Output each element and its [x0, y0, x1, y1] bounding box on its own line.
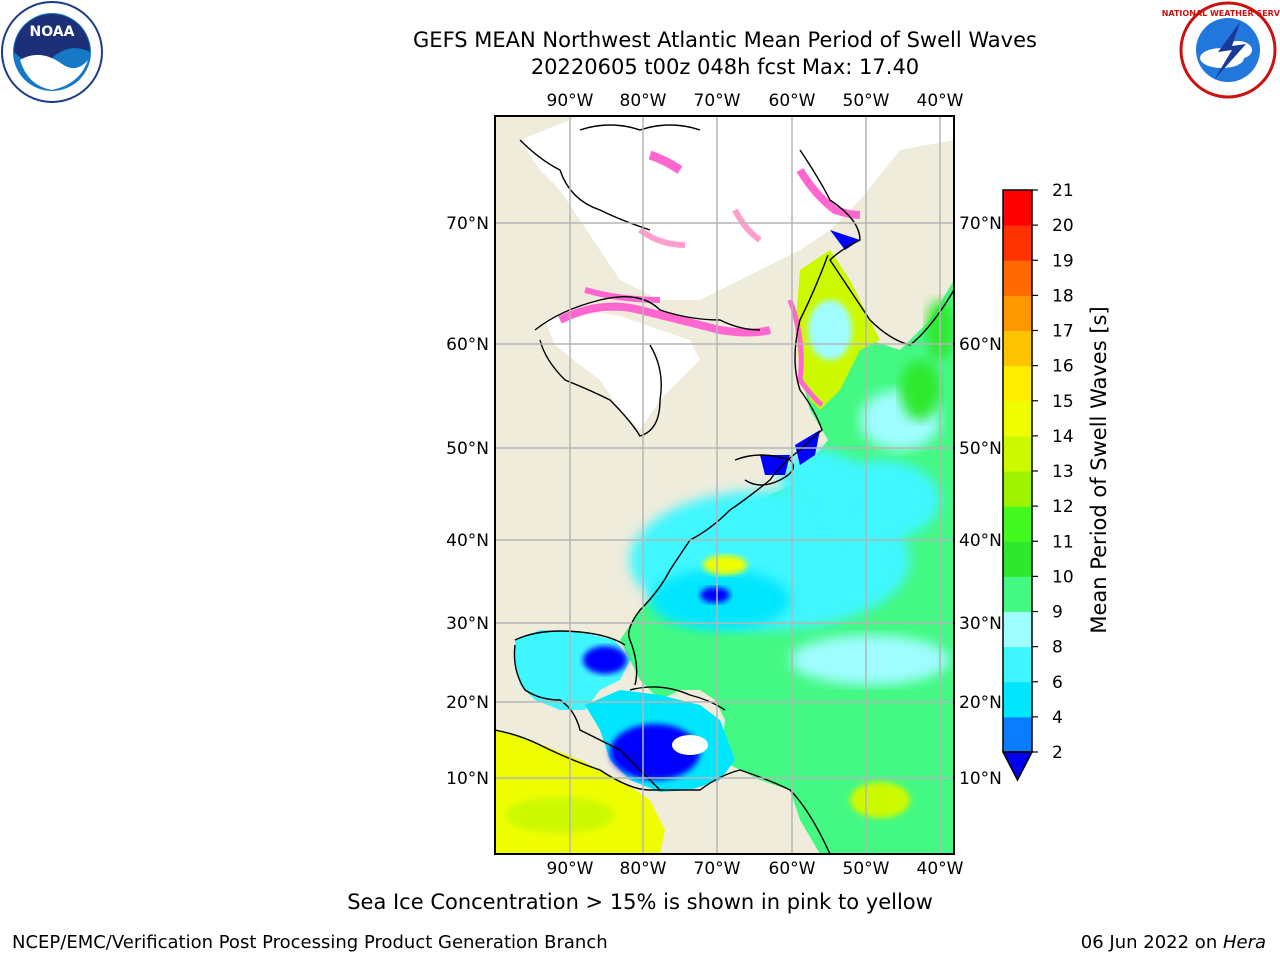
lat-label-left: 10°N	[446, 769, 489, 789]
colorbar-segment	[1003, 506, 1032, 542]
map-frame	[494, 115, 955, 855]
colorbar-tick-label: 9	[1052, 603, 1063, 623]
colorbar: 2 4 6 8 9 10 11 12 13 14 15 16 17 18 19 20 21 Mean Perio…	[1001, 181, 1111, 782]
credit-line: NCEP/EMC/Verification Post Processing Pr…	[12, 932, 608, 953]
colorbar-tick-label: 15	[1052, 392, 1074, 412]
lat-label-right: 20°N	[959, 693, 1002, 713]
colorbar-segment	[1003, 295, 1032, 331]
colorbar-segment	[1003, 260, 1032, 296]
top-lon-labels: 90°W 80°W 70°W 60°W 50°W 40°W	[547, 91, 964, 111]
lat-label-left: 20°N	[446, 693, 489, 713]
nws-logo: NATIONAL WEATHER SERVICE	[1162, 1, 1280, 99]
lat-label-left: 40°N	[446, 531, 489, 551]
colorbar-segment	[1003, 400, 1032, 437]
noaa-logo-text: NOAA	[30, 24, 75, 40]
lon-label-bottom: 80°W	[620, 859, 667, 879]
colorbar-tick-label: 8	[1052, 638, 1063, 658]
issue-date: 06 Jun 2022 on Hera	[1081, 932, 1266, 953]
lon-label-top: 80°W	[620, 91, 667, 111]
sea-ice-footnote: Sea Ice Concentration > 15% is shown in …	[347, 890, 933, 914]
colorbar-segment	[1003, 716, 1032, 753]
colorbar-segment	[1003, 471, 1032, 507]
lat-label-left: 70°N	[446, 214, 489, 234]
issue-date-text: 06 Jun 2022 on	[1080, 932, 1223, 953]
lon-label-bottom: 70°W	[694, 859, 741, 879]
colorbar-segment	[1003, 681, 1032, 718]
colorbar-tick-label: 14	[1052, 427, 1074, 447]
map-title: GEFS MEAN Northwest Atlantic Mean Period…	[413, 28, 1037, 52]
colorbar-tick-label: 4	[1052, 708, 1063, 728]
colorbar-tick-label: 21	[1052, 181, 1074, 201]
colorbar-segment	[1003, 435, 1032, 472]
colorbar-tick-label: 18	[1052, 286, 1074, 306]
colorbar-segment	[1003, 611, 1032, 648]
colorbar-label: Mean Period of Swell Waves [s]	[1087, 306, 1111, 633]
lat-label-right: 60°N	[959, 335, 1002, 355]
colorbar-segment	[1003, 541, 1032, 577]
colorbar-tick-label: 2	[1052, 743, 1063, 763]
colorbar-tick-label: 6	[1052, 673, 1063, 693]
bottom-lon-labels: 90°W 80°W 70°W 60°W 50°W 40°W	[547, 859, 964, 879]
issue-host: Hera	[1222, 932, 1266, 953]
map-subtitle: 20220605 t00z 048h fcst Max: 17.40	[530, 55, 920, 79]
lat-label-right: 70°N	[959, 214, 1002, 234]
colorbar-segment	[1003, 646, 1032, 683]
colorbar-tick-label: 13	[1052, 462, 1074, 482]
colorbar-segment	[1003, 330, 1032, 367]
colorbar-under-triangle	[1001, 751, 1034, 782]
colorbar-tick-label: 20	[1052, 216, 1074, 236]
left-lat-labels: 70°N 60°N 50°N 40°N 30°N 20°N 10°N	[446, 214, 489, 789]
lon-label-bottom: 40°W	[917, 859, 964, 879]
lat-label-left: 60°N	[446, 335, 489, 355]
lon-label-top: 40°W	[917, 91, 964, 111]
lon-label-top: 60°W	[769, 91, 816, 111]
lon-label-top: 50°W	[843, 91, 890, 111]
colorbar-segment	[1003, 190, 1032, 226]
graticule	[495, 116, 954, 854]
colorbar-segment	[1003, 576, 1032, 612]
colorbar-tick-label: 16	[1052, 357, 1074, 377]
nws-logo-text: NATIONAL WEATHER SERVICE	[1162, 9, 1280, 18]
right-lat-labels: 70°N 60°N 50°N 40°N 30°N 20°N 10°N	[959, 214, 1002, 789]
lon-label-bottom: 50°W	[843, 859, 890, 879]
noaa-logo: NOAA	[1, 1, 103, 103]
swell-period-field	[495, 116, 954, 854]
lat-label-right: 30°N	[959, 614, 1002, 634]
lat-label-left: 30°N	[446, 614, 489, 634]
colorbar-segment	[1003, 225, 1032, 261]
lat-label-right: 50°N	[959, 439, 1002, 459]
lon-label-bottom: 90°W	[547, 859, 594, 879]
lon-label-bottom: 60°W	[769, 859, 816, 879]
lat-label-right: 10°N	[959, 769, 1002, 789]
colorbar-tick-label: 19	[1052, 251, 1074, 271]
lon-label-top: 90°W	[547, 91, 594, 111]
colorbar-segment	[1003, 365, 1032, 402]
colorbar-tick-label: 17	[1052, 322, 1074, 342]
coastlines	[495, 124, 954, 854]
colorbar-tick-label: 11	[1052, 532, 1074, 552]
colorbar-tick-label: 10	[1052, 567, 1074, 587]
colorbar-tick-label: 12	[1052, 497, 1074, 517]
lon-label-top: 70°W	[694, 91, 741, 111]
lat-label-left: 50°N	[446, 439, 489, 459]
lat-label-right: 40°N	[959, 531, 1002, 551]
map-area	[495, 116, 954, 854]
